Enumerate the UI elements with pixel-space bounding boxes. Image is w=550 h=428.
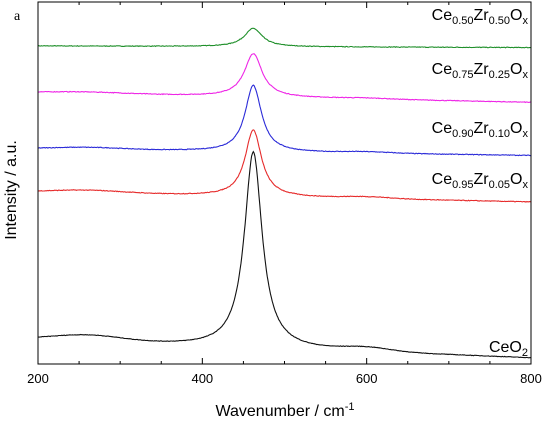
x-axis-label: Wavenumber / cm-1 [216, 401, 355, 420]
series-label-part: 0.25 [489, 69, 510, 81]
series-label-part: Zr [474, 120, 490, 137]
series-label-part: O [510, 61, 522, 78]
x-tick-label: 400 [191, 371, 213, 386]
plot-area [37, 27, 532, 359]
x-tick-label: 200 [27, 371, 49, 386]
series-line [38, 129, 532, 203]
series-line [37, 27, 532, 49]
series-label: Ce0.75Zr0.25Ox [432, 61, 529, 81]
series-label-part: O [510, 120, 522, 137]
x-axis-label-sup: -1 [345, 401, 355, 413]
series-label-part: 0.05 [489, 179, 510, 191]
series-label-part: 0.95 [452, 179, 473, 191]
series-label-part: 0.50 [489, 15, 510, 27]
series-label-part: x [523, 179, 529, 191]
series-label: Ce0.50Zr0.50Ox [432, 7, 529, 27]
series-label-part: Zr [474, 61, 490, 78]
series-line [38, 84, 532, 157]
series-label-part: 0.75 [452, 69, 473, 81]
series-label-part: Zr [474, 171, 490, 188]
series-label-part: 0.90 [452, 128, 473, 140]
series-label-part: Zr [474, 7, 490, 24]
series-label-part: Ce [432, 120, 453, 137]
x-tick-label: 600 [356, 371, 378, 386]
series-label-part: x [523, 69, 529, 81]
series-label-part: O [510, 7, 522, 24]
series-line [37, 150, 532, 359]
series-label-part: Ce [432, 171, 453, 188]
panel-label: a [14, 9, 21, 24]
series-labels: Ce0.50Zr0.50OxCe0.75Zr0.25OxCe0.90Zr0.10… [432, 7, 529, 359]
series-label-part: O [510, 171, 522, 188]
series-label-part: 2 [522, 347, 528, 359]
series-label-part: Ce [432, 7, 453, 24]
series-label-part: CeO [489, 339, 522, 356]
series-label: Ce0.90Zr0.10Ox [432, 120, 529, 140]
y-axis-label: Intensity / a.u. [3, 140, 20, 240]
series-label: CeO2 [489, 339, 528, 359]
series-line [37, 53, 532, 104]
series-label-part: Ce [432, 61, 453, 78]
series-label: Ce0.95Zr0.05Ox [432, 171, 529, 191]
series-label-part: x [523, 15, 529, 27]
x-tick-label: 800 [520, 371, 542, 386]
x-tick-labels: 200 400 600 800 [27, 371, 542, 386]
series-label-part: x [523, 128, 529, 140]
series-label-part: 0.10 [489, 128, 510, 140]
series-label-part: 0.50 [452, 15, 473, 27]
axes [37, 1, 532, 365]
